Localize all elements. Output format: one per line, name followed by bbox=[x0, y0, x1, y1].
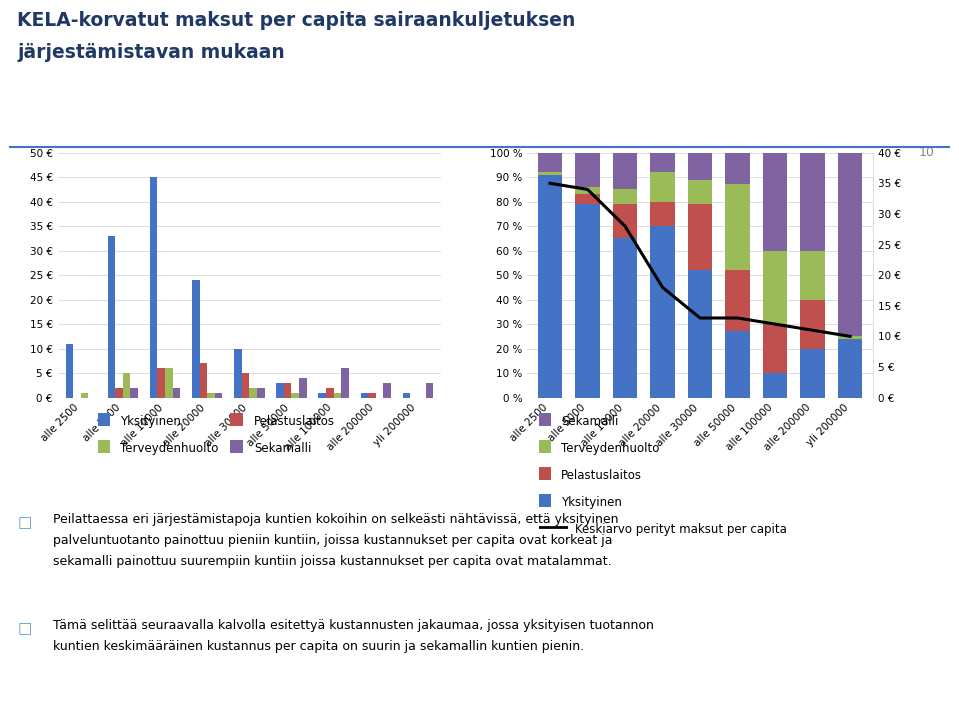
Text: Sekamalli: Sekamalli bbox=[561, 415, 619, 428]
Bar bbox=[763, 153, 787, 251]
Bar bbox=[249, 388, 257, 398]
Bar bbox=[538, 153, 562, 173]
Bar bbox=[801, 153, 825, 251]
Bar bbox=[575, 195, 599, 204]
Text: KELA-korvatut maksut per capita sairaankuljetuksen: KELA-korvatut maksut per capita sairaank… bbox=[17, 11, 575, 30]
Bar bbox=[725, 271, 750, 332]
Bar bbox=[192, 280, 199, 398]
Bar bbox=[688, 271, 713, 398]
Bar bbox=[65, 344, 73, 398]
Bar bbox=[650, 226, 675, 398]
Text: Yksityinen: Yksityinen bbox=[120, 415, 180, 428]
Bar bbox=[81, 393, 88, 398]
Bar bbox=[725, 185, 750, 271]
Text: Terveydenhuolto: Terveydenhuolto bbox=[561, 442, 660, 455]
Text: Terveydenhuolto: Terveydenhuolto bbox=[120, 442, 219, 455]
Bar bbox=[688, 180, 713, 204]
Text: Tämä selittää seuraavalla kalvolla esitettyä kustannusten jakaumaa, jossa yksity: Tämä selittää seuraavalla kalvolla esite… bbox=[53, 619, 654, 653]
Bar bbox=[150, 178, 157, 398]
Bar bbox=[575, 153, 599, 187]
Bar bbox=[575, 204, 599, 398]
Bar bbox=[801, 349, 825, 398]
Bar bbox=[403, 393, 410, 398]
Text: Pelastuslaitos: Pelastuslaitos bbox=[254, 415, 335, 428]
Text: Peilattaessa eri järjestämistapoja kuntien kokoihin on selkeästi nähtävissä, ett: Peilattaessa eri järjestämistapoja kunti… bbox=[53, 513, 619, 567]
Text: Pelastuslaitos: Pelastuslaitos bbox=[561, 469, 642, 482]
Bar bbox=[292, 393, 299, 398]
Bar bbox=[538, 175, 562, 398]
Bar bbox=[368, 393, 376, 398]
Bar bbox=[575, 187, 599, 195]
Bar bbox=[242, 373, 249, 398]
Bar bbox=[613, 153, 637, 190]
Bar bbox=[299, 378, 307, 398]
Text: Yksityinen: Yksityinen bbox=[561, 496, 621, 509]
Bar bbox=[157, 368, 165, 398]
Text: □: □ bbox=[17, 621, 32, 636]
Text: 10: 10 bbox=[919, 146, 935, 158]
Bar bbox=[276, 383, 284, 398]
Bar bbox=[763, 251, 787, 324]
Bar bbox=[688, 153, 713, 180]
Bar bbox=[838, 337, 862, 339]
Bar bbox=[234, 349, 242, 398]
Bar bbox=[801, 300, 825, 349]
Bar bbox=[207, 393, 215, 398]
Text: Keskiarvo perityt maksut per capita: Keskiarvo perityt maksut per capita bbox=[575, 523, 787, 536]
Bar bbox=[199, 364, 207, 398]
Bar bbox=[838, 339, 862, 398]
Text: □: □ bbox=[17, 515, 32, 530]
Bar bbox=[801, 251, 825, 300]
Bar bbox=[165, 368, 173, 398]
Bar bbox=[838, 153, 862, 337]
Bar bbox=[613, 204, 637, 239]
Bar bbox=[763, 324, 787, 373]
Text: Sekamalli: Sekamalli bbox=[254, 442, 312, 455]
Bar bbox=[725, 153, 750, 185]
Bar bbox=[650, 202, 675, 226]
Bar bbox=[341, 368, 349, 398]
Bar bbox=[538, 173, 562, 175]
Bar bbox=[650, 173, 675, 202]
Bar bbox=[284, 383, 292, 398]
Bar bbox=[123, 373, 130, 398]
Bar bbox=[361, 393, 368, 398]
Bar bbox=[613, 190, 637, 204]
Bar bbox=[173, 388, 180, 398]
Bar bbox=[326, 388, 334, 398]
Bar bbox=[426, 383, 433, 398]
Bar bbox=[257, 388, 265, 398]
Bar bbox=[318, 393, 326, 398]
Bar bbox=[688, 204, 713, 271]
Bar bbox=[215, 393, 222, 398]
Bar bbox=[334, 393, 341, 398]
Bar bbox=[115, 388, 123, 398]
Bar bbox=[725, 332, 750, 398]
Bar bbox=[130, 388, 138, 398]
Bar bbox=[650, 153, 675, 173]
Bar bbox=[384, 383, 391, 398]
Text: järjestämistavan mukaan: järjestämistavan mukaan bbox=[17, 43, 285, 62]
Bar bbox=[763, 373, 787, 398]
Bar bbox=[107, 236, 115, 398]
Bar bbox=[613, 239, 637, 398]
